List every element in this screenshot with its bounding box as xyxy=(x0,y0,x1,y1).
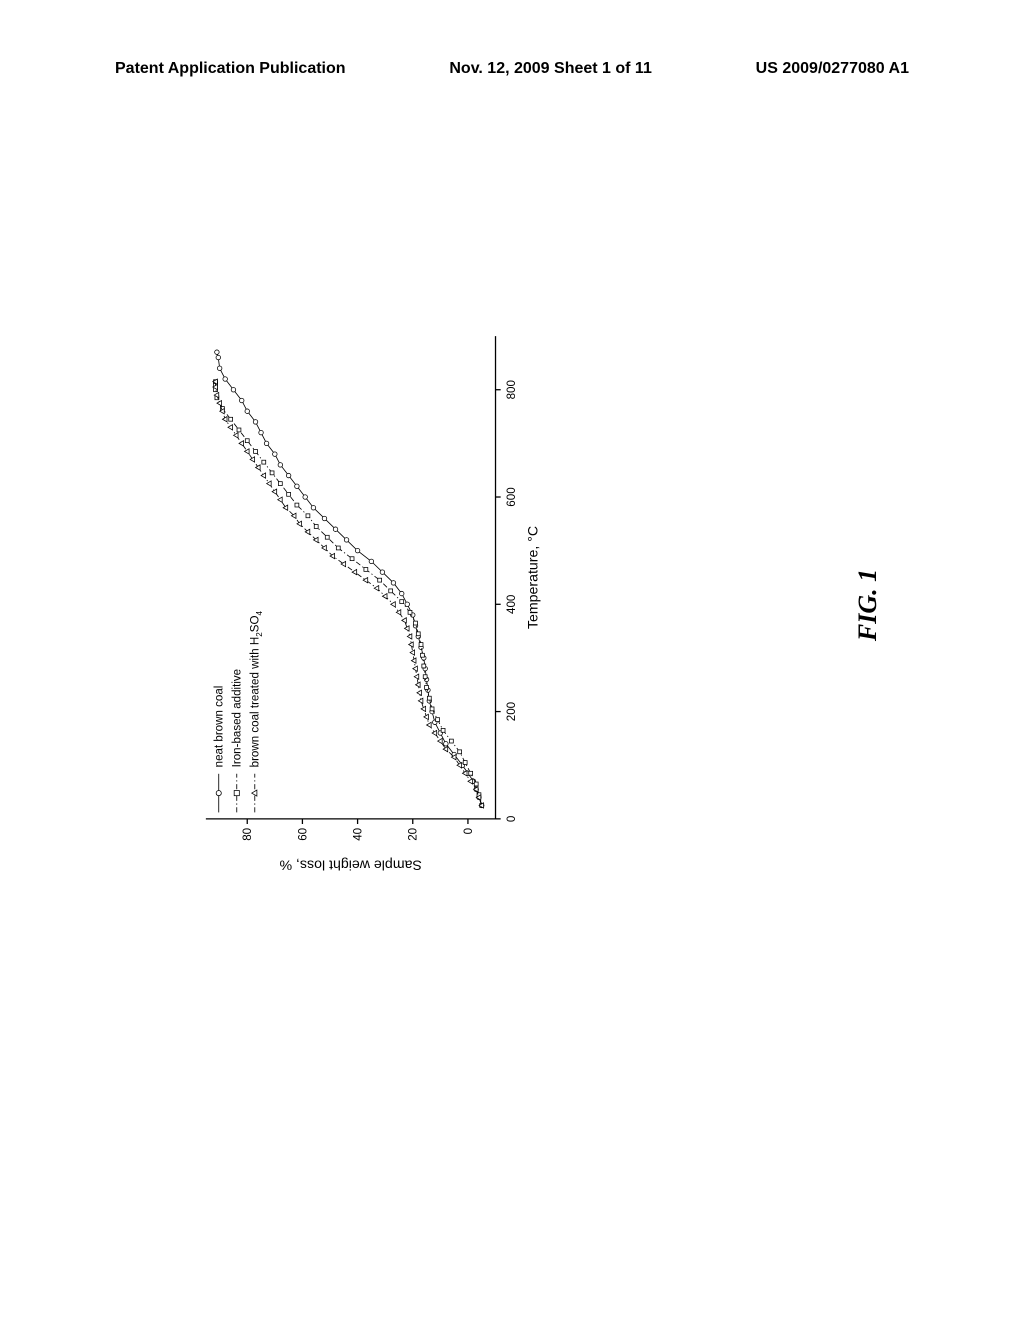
tga-chart: 0 200 400 600 800 0 20 40 60 80 Temperature, °C Sam… xyxy=(0,320,805,880)
svg-text:Iron-based additive: Iron-based additive xyxy=(232,669,244,767)
svg-text:80: 80 xyxy=(242,828,254,841)
svg-text:800: 800 xyxy=(506,380,518,399)
svg-text:0: 0 xyxy=(463,828,475,834)
svg-text:Sample weight loss, %: Sample weight loss, % xyxy=(279,857,422,873)
svg-text:60: 60 xyxy=(297,828,309,841)
svg-text:20: 20 xyxy=(408,828,420,841)
svg-text:200: 200 xyxy=(506,702,518,721)
svg-text:600: 600 xyxy=(506,487,518,506)
svg-text:40: 40 xyxy=(352,828,364,841)
figure-label: FIG. 1 xyxy=(853,569,883,641)
page-header: Patent Application Publication Nov. 12, … xyxy=(0,60,1024,78)
svg-text:0: 0 xyxy=(506,816,518,822)
svg-text:Temperature, °C: Temperature, °C xyxy=(525,526,541,629)
svg-text:neat brown coal: neat brown coal xyxy=(214,686,226,768)
svg-text:400: 400 xyxy=(506,595,518,614)
header-left: Patent Application Publication xyxy=(115,60,346,78)
chart-container: 0 200 400 600 800 0 20 40 60 80 Temperature, °C Sam… xyxy=(0,320,805,880)
svg-text:brown coal treated with H2SO4: brown coal treated with H2SO4 xyxy=(250,610,264,767)
header-right: US 2009/0277080 A1 xyxy=(756,60,909,78)
header-center: Nov. 12, 2009 Sheet 1 of 11 xyxy=(449,60,651,78)
